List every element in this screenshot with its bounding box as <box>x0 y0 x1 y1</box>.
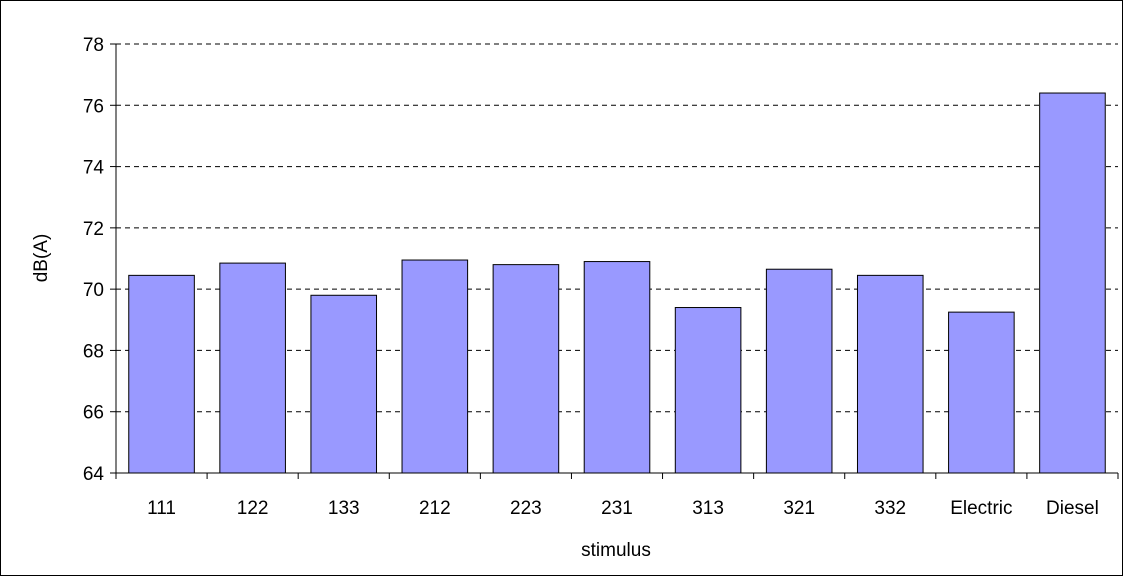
y-axis-title: dB(A) <box>31 234 52 283</box>
y-tick-label: 76 <box>83 96 104 117</box>
bar-223 <box>492 264 560 474</box>
bar-231 <box>583 261 651 474</box>
bar-332 <box>856 274 924 474</box>
bar-diesel <box>1039 92 1106 474</box>
y-tick-label: 74 <box>83 158 105 179</box>
y-tick-label: 64 <box>83 464 105 485</box>
bar-313 <box>674 307 742 474</box>
x-tick-label: 313 <box>692 498 724 519</box>
y-tick-label: 72 <box>83 219 104 240</box>
bar-133 <box>310 294 378 474</box>
bars <box>128 92 1106 474</box>
y-tick-label: 68 <box>83 341 104 362</box>
x-tick-label: 111 <box>147 498 176 519</box>
y-tick-label: 70 <box>83 280 104 301</box>
bar-electric <box>948 311 1015 474</box>
y-tick-label: 78 <box>83 35 104 56</box>
y-tick-labels: 64 66 68 70 72 74 76 78 <box>83 35 105 485</box>
x-axis-title: stimulus <box>581 540 651 561</box>
y-tick-label: 66 <box>83 403 104 424</box>
x-tick-label: Diesel <box>1046 498 1099 519</box>
x-tick-label: 122 <box>237 498 269 519</box>
bar-111 <box>128 274 195 474</box>
axes <box>110 43 1119 479</box>
x-tick-label: 231 <box>601 498 633 519</box>
bar-321 <box>765 268 833 474</box>
x-tick-label: 223 <box>510 498 542 519</box>
x-tick-label: 212 <box>419 498 451 519</box>
bar-212 <box>401 259 469 474</box>
x-tick-label: Electric <box>950 498 1012 519</box>
x-tick-labels: 111 122 133 212 223 231 313 321 332 Electric Diese… <box>147 498 1099 519</box>
bar-122 <box>219 262 286 474</box>
x-tick-label: 133 <box>328 498 360 519</box>
x-tick-label: 321 <box>783 498 815 519</box>
x-tick-label: 332 <box>874 498 906 519</box>
